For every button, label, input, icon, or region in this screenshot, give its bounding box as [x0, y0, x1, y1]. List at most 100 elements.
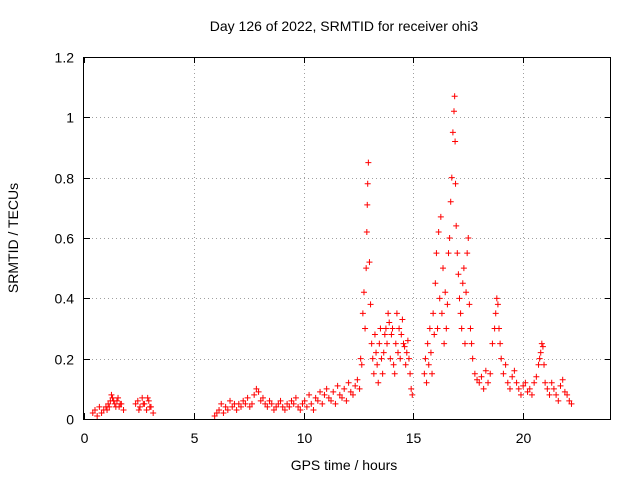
data-point	[363, 228, 370, 235]
data-point	[334, 382, 341, 389]
data-point	[468, 340, 475, 347]
data-point	[366, 259, 373, 266]
y-tick-label: 1	[66, 110, 74, 126]
data-point	[422, 355, 429, 362]
data-point	[476, 379, 483, 386]
data-point	[452, 138, 459, 145]
data-point	[561, 388, 568, 395]
data-point	[493, 295, 500, 302]
axis-ticks: 0 0.2 0.4 0.6 0.8 1 1.2 0 5 10 15 20	[55, 50, 611, 446]
data-point	[548, 379, 555, 386]
data-point	[308, 400, 315, 407]
data-point	[132, 400, 139, 407]
data-point	[391, 370, 398, 377]
data-point	[301, 397, 308, 404]
data-point	[386, 319, 393, 326]
data-point	[332, 400, 339, 407]
data-point	[145, 397, 152, 404]
data-point	[461, 340, 468, 347]
data-point	[390, 361, 397, 368]
data-point	[482, 367, 489, 374]
data-point	[235, 400, 242, 407]
data-point	[469, 355, 476, 362]
data-point	[347, 388, 354, 395]
data-point	[455, 271, 462, 278]
data-point	[218, 400, 225, 407]
data-point	[401, 343, 408, 350]
data-point	[146, 403, 153, 410]
data-point	[454, 250, 461, 257]
data-point	[357, 355, 364, 362]
data-point	[445, 250, 452, 257]
data-point	[449, 129, 456, 136]
data-point	[257, 397, 264, 404]
data-point	[286, 403, 293, 410]
data-point	[553, 391, 560, 398]
data-point	[98, 409, 105, 416]
data-point	[531, 379, 538, 386]
data-point	[535, 361, 542, 368]
data-point	[427, 349, 434, 356]
data-point	[339, 394, 346, 401]
data-point	[253, 385, 260, 392]
data-point	[443, 325, 450, 332]
data-point	[115, 394, 122, 401]
data-point	[426, 325, 433, 332]
data-point	[268, 400, 275, 407]
data-point	[109, 394, 116, 401]
data-point	[380, 349, 387, 356]
data-point	[447, 198, 454, 205]
data-point	[343, 397, 350, 404]
data-point	[466, 301, 473, 308]
data-point	[150, 409, 157, 416]
data-point	[233, 406, 240, 413]
data-point	[306, 391, 313, 398]
data-point	[222, 403, 229, 410]
data-point	[373, 349, 380, 356]
data-point	[395, 349, 402, 356]
data-point	[330, 388, 337, 395]
y-tick-label: 0.4	[55, 291, 75, 307]
y-axis-label: SRMTID / TECUs	[5, 183, 21, 293]
data-point	[375, 379, 382, 386]
data-point	[509, 373, 516, 380]
data-point	[323, 385, 330, 392]
data-point	[367, 301, 374, 308]
data-point	[430, 310, 437, 317]
data-point	[555, 397, 562, 404]
data-point	[497, 340, 504, 347]
data-point	[438, 310, 445, 317]
data-point	[487, 370, 494, 377]
data-point	[89, 409, 96, 416]
y-tick-label: 0.2	[55, 352, 75, 368]
data-point	[387, 355, 394, 362]
x-tick-label: 5	[191, 430, 199, 446]
data-point	[297, 406, 304, 413]
x-tick-label: 20	[516, 430, 532, 446]
data-point	[566, 397, 573, 404]
data-point	[345, 379, 352, 386]
data-point	[216, 406, 223, 413]
data-point	[564, 391, 571, 398]
data-point	[542, 379, 549, 386]
data-point	[453, 222, 460, 229]
data-point	[111, 400, 118, 407]
data-point	[399, 316, 406, 323]
data-point	[524, 388, 531, 395]
data-point	[538, 340, 545, 347]
data-point	[117, 400, 124, 407]
data-point	[392, 340, 399, 347]
data-point	[485, 379, 492, 386]
data-point	[136, 403, 143, 410]
data-point	[471, 370, 478, 377]
data-point	[325, 394, 332, 401]
x-tick-label: 0	[81, 430, 89, 446]
data-point	[288, 397, 295, 404]
data-point	[259, 394, 266, 401]
data-series	[89, 93, 575, 419]
data-point	[431, 331, 438, 338]
data-point	[489, 340, 496, 347]
data-point	[364, 201, 371, 208]
y-tick-label: 1.2	[55, 50, 75, 66]
data-point	[94, 412, 101, 419]
